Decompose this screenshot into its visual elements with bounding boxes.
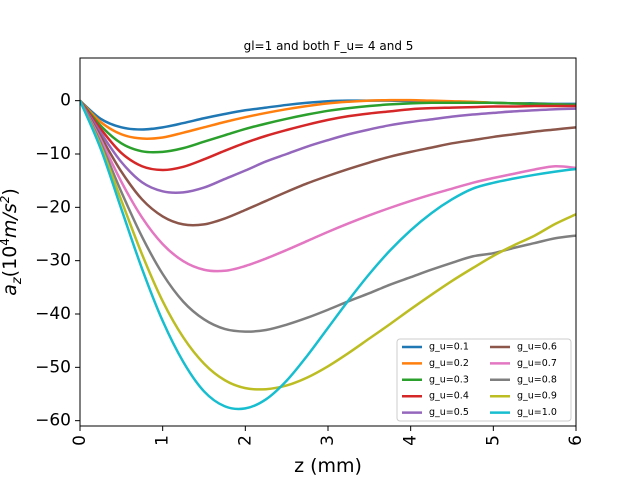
legend-label: g_u=0.6 [517, 342, 557, 353]
plot-lines [80, 98, 576, 411]
series-line-8 [80, 100, 576, 333]
legend-label: g_u=0.3 [429, 374, 469, 385]
legend-label: g_u=0.9 [517, 391, 557, 402]
x-tick-label: 6 [566, 435, 586, 446]
x-tick-label: 1 [153, 435, 173, 446]
y-tick-label: −30 [35, 251, 71, 271]
x-tick-label: 5 [483, 435, 503, 446]
legend-label: g_u=0.8 [517, 374, 557, 385]
y-label-sup2: 2 [0, 196, 12, 204]
y-label-base: a [0, 284, 21, 296]
x-tick-label: 0 [70, 435, 90, 446]
y-axis-ticks: 0 −10 −20 −30 −40 −50 −60 [35, 91, 80, 431]
y-label-close: ) [0, 188, 21, 195]
y-label-open: (10 [0, 246, 21, 278]
legend-label: g_u=1.0 [517, 407, 557, 418]
y-tick-label: 0 [60, 91, 71, 111]
legend-label: g_u=0.2 [429, 358, 469, 369]
series-line-4 [80, 99, 576, 172]
series-line-6 [80, 100, 576, 227]
legend: g_u=0.1 g_u=0.2 g_u=0.3 g_u=0.4 g_u=0.5 g_u=0… [396, 338, 572, 422]
legend-label: g_u=0.5 [429, 407, 469, 418]
y-label-sub: z [10, 276, 25, 285]
series-line-7 [80, 100, 576, 273]
x-axis-label: z (mm) [294, 455, 362, 477]
x-tick-label: 3 [318, 435, 338, 446]
series-line-10 [80, 100, 576, 411]
y-tick-label: −40 [35, 304, 71, 324]
legend-label: g_u=0.7 [517, 358, 557, 369]
chart-title: gl=1 and both F_u= 4 and 5 [244, 39, 414, 53]
x-tick-label: 2 [235, 435, 255, 446]
legend-box [396, 338, 572, 422]
y-label-mid: m/s [0, 203, 21, 238]
series-line-5 [80, 99, 576, 195]
legend-label: g_u=0.1 [429, 342, 469, 353]
legend-label: g_u=0.4 [429, 391, 469, 402]
x-tick-label: 4 [401, 435, 421, 446]
series-line-9 [80, 100, 576, 391]
y-tick-label: −60 [35, 411, 71, 431]
y-tick-label: −20 [35, 197, 71, 217]
y-label-sup1: 4 [0, 238, 12, 246]
y-tick-label: −50 [35, 357, 71, 377]
y-tick-label: −10 [35, 144, 71, 164]
y-axis-label: az(104m/s2) [0, 188, 25, 296]
x-axis-ticks: 0 1 2 3 4 5 6 [70, 426, 586, 446]
series-line-3 [80, 99, 576, 154]
